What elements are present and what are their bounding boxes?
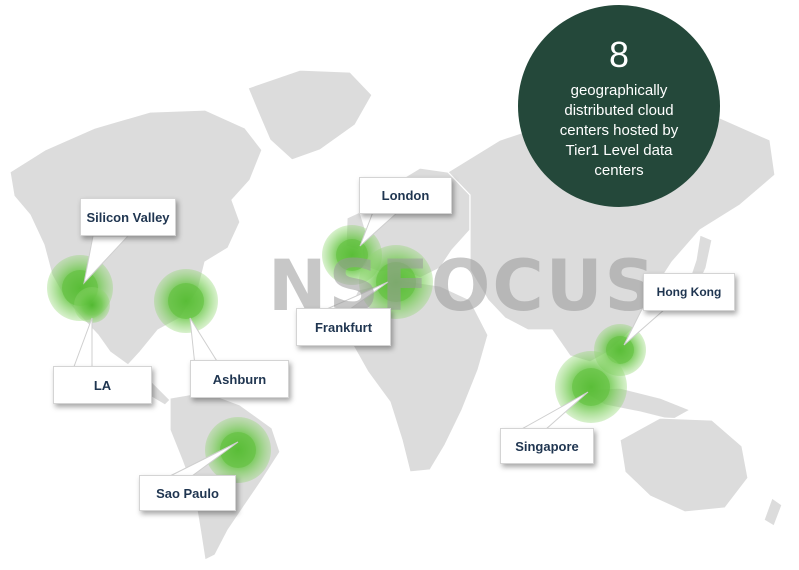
badge-number: 8 <box>608 34 630 75</box>
label-la: LA <box>53 366 152 404</box>
north-america-shape <box>9 109 263 366</box>
greenland-shape <box>247 69 373 161</box>
marker-la <box>74 287 110 323</box>
callout-pointers <box>71 211 667 477</box>
label-silicon-valley: Silicon Valley <box>80 198 176 236</box>
badge-description: geographically distributed cloud centers… <box>559 82 679 179</box>
marker-sao-paulo <box>205 417 271 483</box>
cloud-centers-badge: 8 geographically distributed cloud cente… <box>518 5 720 207</box>
label-frankfurt: Frankfurt <box>296 308 391 346</box>
marker-frankfurt <box>359 245 433 319</box>
label-hong-kong: Hong Kong <box>643 273 735 311</box>
label-singapore: Singapore <box>500 428 594 464</box>
label-ashburn: Ashburn <box>190 360 289 398</box>
australia-shape <box>619 417 749 513</box>
label-london: London <box>359 177 452 214</box>
marker-ashburn <box>154 269 218 333</box>
label-sao-paulo: Sao Paulo <box>139 475 236 511</box>
new-zealand-shape <box>763 497 783 527</box>
